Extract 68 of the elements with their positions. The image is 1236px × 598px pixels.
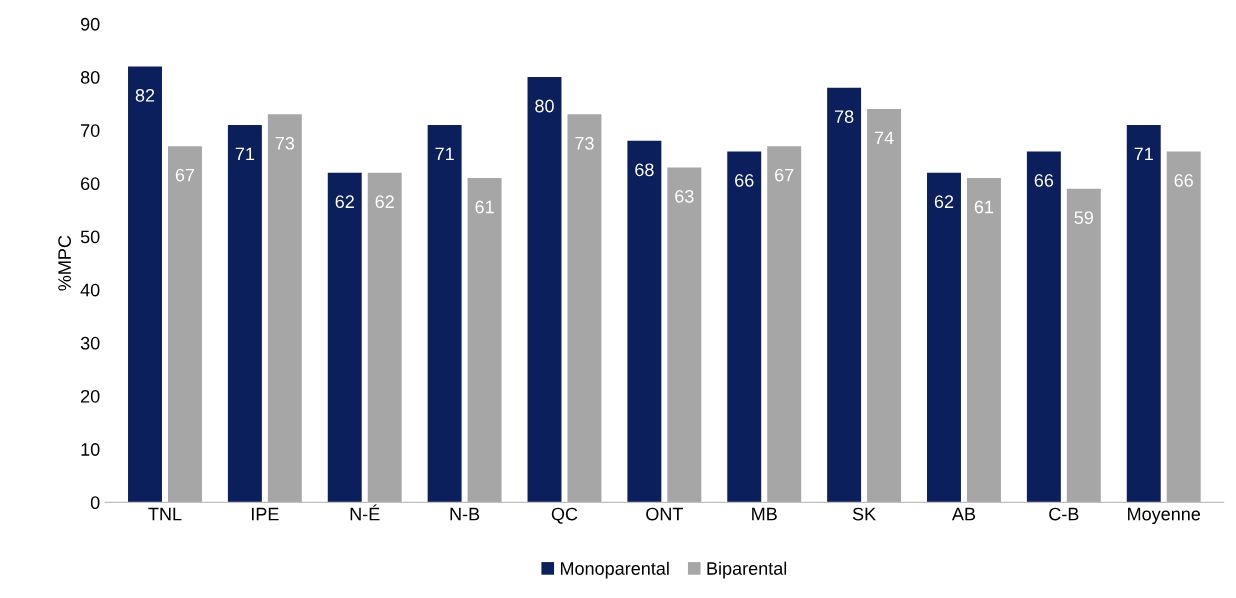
- y-tick-label: 20: [81, 389, 100, 403]
- y-axis-title: %MPC: [58, 235, 71, 291]
- bar: [167, 146, 202, 503]
- x-tick-label: Moyenne: [1128, 507, 1201, 525]
- y-tick-label: 50: [80, 230, 100, 244]
- x-tick-label: QC: [551, 507, 578, 524]
- data-label: 67: [775, 168, 794, 182]
- data-label: 73: [575, 136, 594, 150]
- y-tick-label: 40: [80, 283, 100, 297]
- data-label: 62: [335, 195, 354, 209]
- bar: [927, 172, 961, 503]
- bar: [1026, 151, 1061, 503]
- data-label: 73: [275, 136, 295, 150]
- data-label: 78: [835, 110, 854, 124]
- legend-label: Biparental: [707, 561, 787, 579]
- y-tick-label: 30: [80, 336, 100, 350]
- y-tick-label: 10: [81, 443, 100, 456]
- bar: [727, 151, 762, 503]
- y-tick-label: 0: [90, 496, 100, 510]
- bar: [527, 77, 562, 503]
- x-tick-label: AB: [951, 507, 976, 521]
- data-label: 62: [375, 195, 394, 209]
- x-tick-label: N-B: [450, 507, 480, 521]
- bar: [267, 114, 302, 503]
- data-label: 61: [974, 200, 994, 214]
- bar: [627, 140, 662, 503]
- data-label: 80: [535, 99, 554, 113]
- bar: [327, 172, 362, 503]
- data-label: 71: [435, 147, 454, 161]
- y-tick-label: 90: [80, 17, 100, 31]
- bar: [227, 124, 262, 503]
- data-label: 62: [934, 195, 954, 209]
- x-tick-label: N-É: [350, 504, 380, 521]
- bar: [367, 172, 402, 503]
- legend-label: Monoparental: [560, 561, 669, 579]
- bar: [1166, 151, 1201, 503]
- y-tick-label: 60: [81, 177, 100, 191]
- data-label: 71: [1134, 147, 1153, 161]
- data-label: 66: [1174, 174, 1193, 187]
- bar: [1066, 188, 1101, 503]
- x-tick-label: MB: [752, 507, 777, 521]
- data-label: 66: [735, 174, 754, 187]
- bar: [567, 114, 602, 503]
- data-label: 82: [135, 88, 155, 102]
- x-tick-label: IPE: [251, 507, 279, 521]
- bar: [867, 108, 902, 503]
- x-tick-label: C-B: [1049, 507, 1079, 521]
- data-label: 61: [475, 200, 494, 214]
- data-label: 67: [175, 168, 195, 182]
- bar: [128, 66, 162, 503]
- bar: [1126, 124, 1161, 503]
- bar: [767, 146, 802, 503]
- bar: [966, 178, 1001, 503]
- y-tick-label: 70: [81, 124, 100, 137]
- bar: [667, 167, 702, 503]
- bar: [427, 124, 462, 503]
- data-label: 74: [874, 131, 894, 145]
- bar: [467, 178, 502, 503]
- x-tick-label: TNL: [148, 507, 182, 521]
- x-tick-label: ONT: [646, 507, 683, 521]
- data-label: 66: [1034, 174, 1054, 187]
- bar: [827, 87, 862, 503]
- x-tick-label: SK: [852, 507, 876, 521]
- data-label: 68: [635, 163, 654, 177]
- data-label: 63: [675, 189, 694, 203]
- y-tick-label: 80: [80, 71, 100, 84]
- data-label: 71: [235, 147, 255, 161]
- data-label: 59: [1074, 211, 1093, 225]
